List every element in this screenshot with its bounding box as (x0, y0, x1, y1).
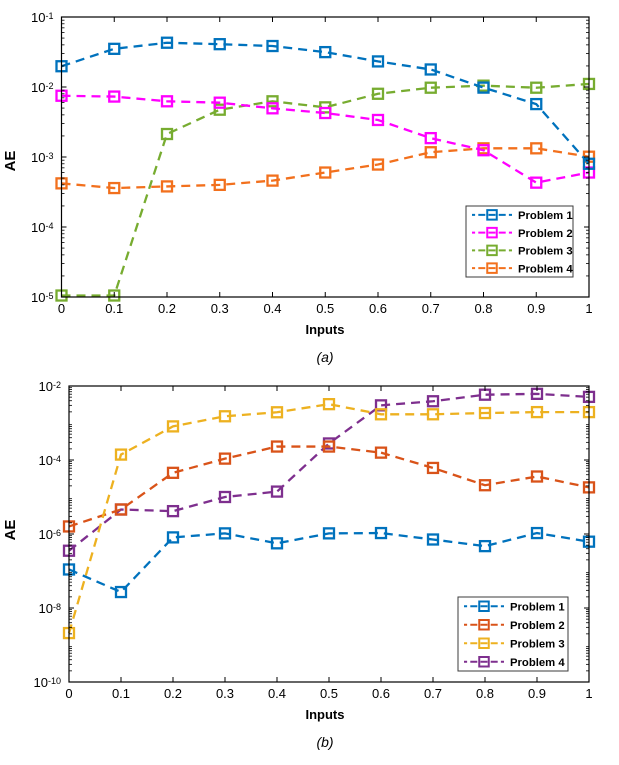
svg-text:0.9: 0.9 (528, 686, 546, 701)
svg-text:(a): (a) (316, 349, 333, 365)
svg-text:0.2: 0.2 (164, 686, 182, 701)
svg-text:Inputs: Inputs (306, 322, 345, 337)
svg-text:0.7: 0.7 (424, 686, 442, 701)
svg-text:0.5: 0.5 (316, 301, 334, 316)
svg-text:0.8: 0.8 (474, 301, 492, 316)
svg-text:0.2: 0.2 (158, 301, 176, 316)
svg-text:Problem 1: Problem 1 (510, 601, 565, 613)
svg-text:Problem 4: Problem 4 (518, 263, 573, 275)
svg-text:(b): (b) (316, 734, 333, 750)
svg-text:Inputs: Inputs (306, 707, 345, 722)
svg-text:0.6: 0.6 (369, 301, 387, 316)
svg-text:Problem 2: Problem 2 (518, 228, 573, 240)
svg-text:0.3: 0.3 (211, 301, 229, 316)
svg-text:0.4: 0.4 (268, 686, 286, 701)
svg-text:1: 1 (585, 301, 592, 316)
svg-text:0.4: 0.4 (263, 301, 281, 316)
svg-text:0.8: 0.8 (476, 686, 494, 701)
svg-text:0.6: 0.6 (372, 686, 390, 701)
svg-text:0.5: 0.5 (320, 686, 338, 701)
svg-text:Problem 3: Problem 3 (518, 246, 573, 258)
svg-text:0: 0 (58, 301, 65, 316)
svg-text:Problem 2: Problem 2 (510, 620, 565, 632)
svg-text:0: 0 (65, 686, 72, 701)
svg-text:Problem 1: Problem 1 (518, 210, 573, 222)
svg-text:Problem 4: Problem 4 (510, 657, 565, 669)
svg-text:0.1: 0.1 (105, 301, 123, 316)
svg-text:Problem 3: Problem 3 (510, 638, 565, 650)
svg-text:1: 1 (585, 686, 592, 701)
svg-text:0.1: 0.1 (112, 686, 130, 701)
svg-text:0.9: 0.9 (527, 301, 545, 316)
svg-text:AE: AE (2, 151, 19, 172)
svg-text:AE: AE (2, 520, 19, 541)
svg-text:0.3: 0.3 (216, 686, 234, 701)
svg-text:0.7: 0.7 (422, 301, 440, 316)
